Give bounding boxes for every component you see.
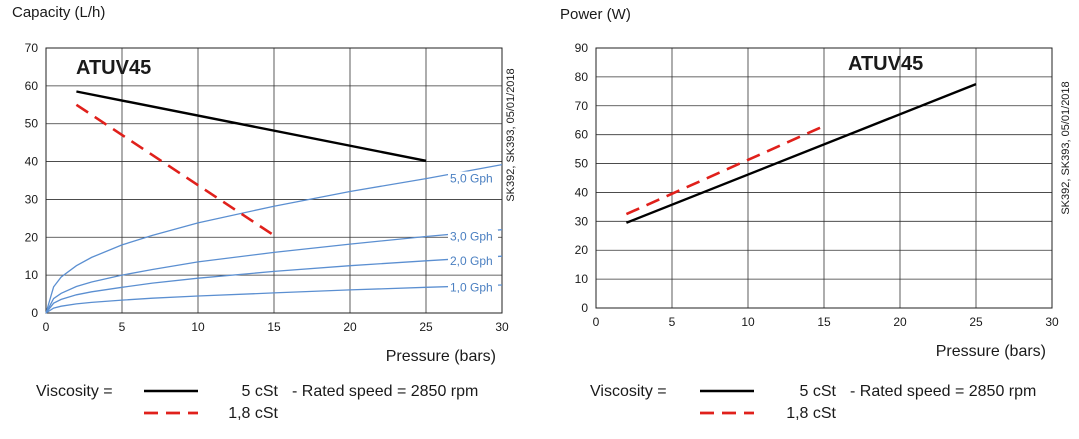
side-note: SK392, SK393, 05/01/2018 xyxy=(505,68,517,201)
y-tick-label: 20 xyxy=(575,243,589,257)
x-axis-label: Pressure (bars) xyxy=(936,343,1046,360)
nozzle-curve-1 xyxy=(45,163,503,314)
nozzle-label-bg xyxy=(448,171,498,186)
x-tick-label: 20 xyxy=(893,315,907,329)
nozzle-label-bg xyxy=(448,280,498,295)
legend-note: - Rated speed = 2850 rpm xyxy=(292,383,478,400)
legend-note: - Rated speed = 2850 rpm xyxy=(850,383,1036,400)
y-tick-label: 30 xyxy=(25,192,39,206)
series-line-solid xyxy=(625,82,977,224)
legend-solid-label: 5 cSt xyxy=(242,383,279,400)
y-tick-label: 0 xyxy=(581,301,588,315)
legend-label: Viscosity = xyxy=(590,383,667,400)
y-tick-label: 60 xyxy=(25,79,39,93)
nozzle-curve-label: 5,0 Gph xyxy=(450,172,493,186)
chart-title: Power (W) xyxy=(560,6,631,23)
plot-frame xyxy=(595,47,1053,309)
nozzle-label-bg xyxy=(448,253,498,268)
x-tick-label: 15 xyxy=(817,315,831,329)
y-tick-label: 10 xyxy=(575,272,589,286)
nozzle-curve-4 xyxy=(45,284,503,314)
chart-2: Power (W) 0 10 20 30 40 50 60 70 80 90 0 5 10 15 20 25 30… xyxy=(560,6,1072,360)
y-tick-label: 40 xyxy=(575,185,589,199)
x-axis-label: Pressure (bars) xyxy=(386,348,496,365)
series-line-solid xyxy=(76,90,427,162)
y-tick-label: 20 xyxy=(25,230,39,244)
series-line-dashed xyxy=(75,103,275,237)
y-tick-label: 90 xyxy=(575,41,589,55)
y-tick-label: 30 xyxy=(575,214,589,228)
chart-title: Capacity (L/h) xyxy=(12,4,105,21)
y-tick-label: 0 xyxy=(31,306,38,320)
nozzle-curve-label: 1,0 Gph xyxy=(450,280,493,294)
legend-1: Viscosity = 5 cSt - Rated speed = 2850 rpm… xyxy=(36,383,478,422)
x-tick-label: 5 xyxy=(669,315,676,329)
chart-1: Capacity (L/h) 0 10 20 30 40 50 60 70 0 5 10 15 20 25 3… xyxy=(12,4,517,365)
legend-dashed-label: 1,8 cSt xyxy=(786,405,836,422)
nozzle-label-bg xyxy=(448,229,498,244)
x-tick-label: 10 xyxy=(191,320,205,334)
x-tick-label: 25 xyxy=(969,315,983,329)
model-label: ATUV45 xyxy=(76,57,151,79)
plot-frame xyxy=(45,47,503,314)
model-label: ATUV45 xyxy=(848,53,923,75)
x-tick-label: 30 xyxy=(495,320,509,334)
x-tick-label: 10 xyxy=(741,315,755,329)
nozzle-curve-3 xyxy=(45,255,503,314)
x-tick-label: 15 xyxy=(267,320,281,334)
y-tick-label: 40 xyxy=(25,155,39,169)
y-tick-label: 70 xyxy=(575,99,589,113)
y-tick-label: 50 xyxy=(575,157,589,171)
x-tick-label: 20 xyxy=(343,320,357,334)
legend-2: Viscosity = 5 cSt - Rated speed = 2850 rpm… xyxy=(590,383,1036,422)
y-tick-label: 70 xyxy=(25,41,39,55)
x-tick-label: 5 xyxy=(119,320,126,334)
legend-solid-label: 5 cSt xyxy=(800,383,837,400)
x-tick-label: 0 xyxy=(43,320,50,334)
x-tick-label: 0 xyxy=(593,315,600,329)
y-tick-label: 60 xyxy=(575,128,589,142)
side-note: SK392, SK393, 05/01/2018 xyxy=(1060,81,1072,214)
nozzle-curve-label: 3,0 Gph xyxy=(450,230,493,244)
x-tick-label: 25 xyxy=(419,320,433,334)
series-line-dashed xyxy=(625,124,825,216)
nozzle-curve-label: 2,0 Gph xyxy=(450,254,493,268)
legend-label: Viscosity = xyxy=(36,383,113,400)
y-tick-label: 10 xyxy=(25,268,39,282)
legend-dashed-label: 1,8 cSt xyxy=(228,405,278,422)
nozzle-curve-2 xyxy=(45,229,503,314)
x-tick-label: 30 xyxy=(1045,315,1059,329)
y-tick-label: 50 xyxy=(25,117,39,131)
y-tick-label: 80 xyxy=(575,70,589,84)
